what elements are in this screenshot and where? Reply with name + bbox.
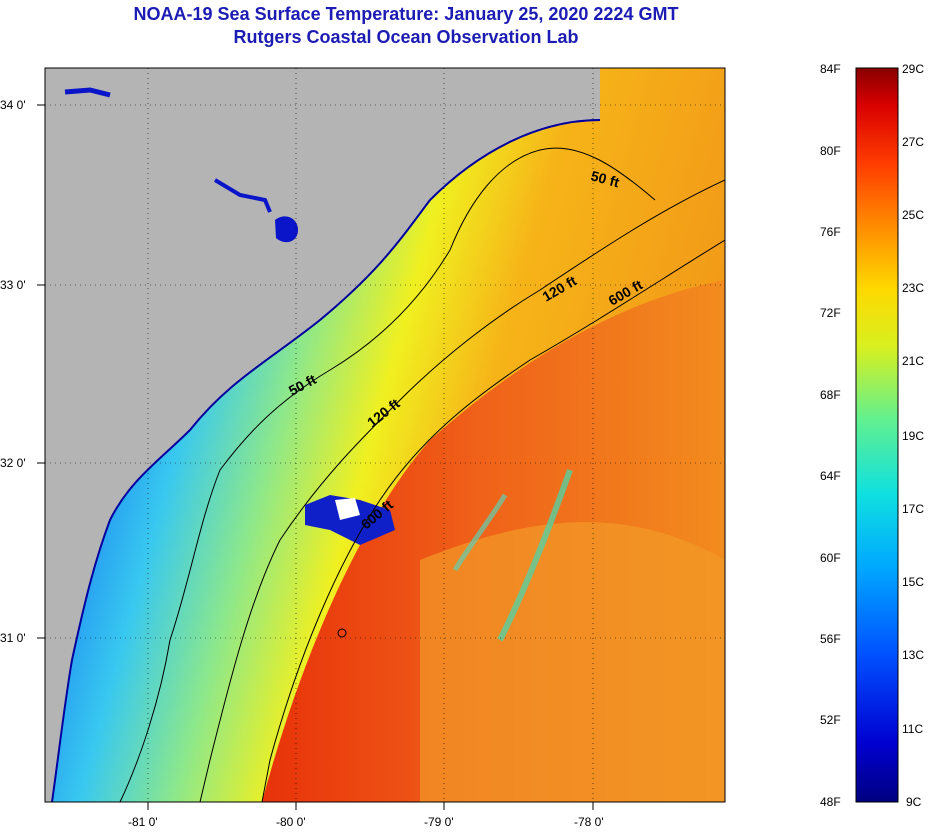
colorbar-f-label: 76F: [820, 225, 841, 239]
colorbar-f-label: 80F: [820, 144, 841, 158]
inland-river: [213, 178, 272, 213]
cold-filament: [452, 493, 508, 572]
lat-label: 33 0': [0, 278, 26, 292]
inland-lake: [275, 216, 298, 243]
lat-label: 34 0': [0, 98, 26, 112]
colorbar-f-label: 52F: [820, 713, 841, 727]
lon-label: -81 0': [128, 815, 158, 829]
colorbar-c-label: 9C: [906, 795, 922, 809]
lat-label: 32 0': [0, 456, 26, 470]
map-title: NOAA-19 Sea Surface Temperature: January…: [133, 4, 679, 24]
colorbar-f-label: 56F: [820, 632, 841, 646]
lon-label: -78 0': [574, 815, 604, 829]
colorbar-f-label: 64F: [820, 469, 841, 483]
colorbar-c-label: 23C: [902, 281, 925, 295]
colorbar-c-label: 13C: [902, 648, 925, 662]
map-frame: [44, 67, 726, 803]
graticule: [45, 68, 725, 802]
axis-ticks: [37, 104, 594, 810]
colorbar-c-label: 27C: [902, 135, 925, 149]
lon-label: -80 0': [276, 815, 306, 829]
isobath-600ft: [261, 239, 725, 802]
colorbar: [855, 67, 899, 803]
map-subtitle: Rutgers Coastal Ocean Observation Lab: [233, 27, 579, 47]
colorbar-c-label: 19C: [902, 429, 925, 443]
lat-label: 31 0': [0, 631, 26, 645]
inland-bay: [64, 87, 111, 98]
coastline: [51, 119, 601, 802]
lon-label: -79 0': [424, 815, 454, 829]
contour-label: 50 ft: [589, 167, 621, 190]
warm-orange-patch: [420, 522, 725, 802]
colorbar-f-label: 84F: [820, 62, 841, 76]
land-mass: [45, 68, 600, 802]
buoy-marker: [337, 628, 347, 638]
colorbar-f-label: 72F: [820, 306, 841, 320]
cold-filament: [497, 468, 573, 642]
isobath-50ft: [119, 147, 656, 802]
colorbar-c-label: 15C: [902, 575, 925, 589]
colorbar-c-label: 29C: [902, 62, 925, 76]
colorbar-c-label: 11C: [902, 722, 924, 736]
colorbar-c-label: 17C: [902, 502, 925, 516]
cloud-patch-white: [335, 498, 360, 520]
colorbar-f-label: 60F: [820, 551, 841, 565]
isobath-120ft: [199, 179, 725, 802]
colorbar-c-label: 25C: [902, 208, 925, 222]
colorbar-f-label: 68F: [820, 388, 841, 402]
cold-cloud-patch: [305, 495, 395, 545]
colorbar-c-label: 21C: [902, 354, 925, 368]
colorbar-f-label: 48F: [820, 795, 841, 809]
